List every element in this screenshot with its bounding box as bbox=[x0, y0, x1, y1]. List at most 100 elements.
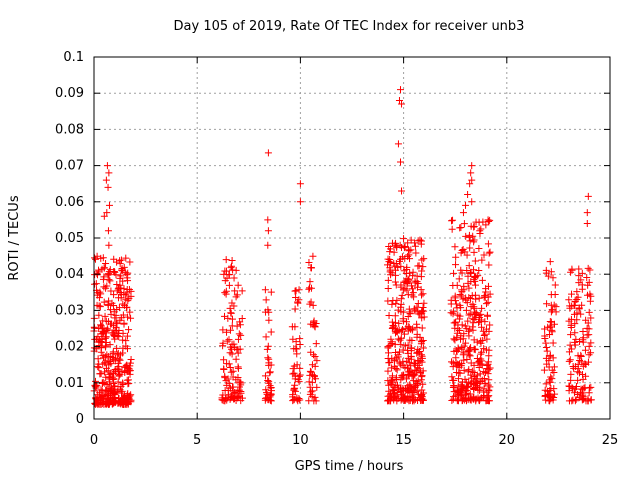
data-point bbox=[417, 240, 425, 248]
data-point bbox=[470, 238, 478, 246]
data-point bbox=[465, 311, 473, 319]
data-point bbox=[567, 376, 575, 384]
data-point bbox=[311, 362, 319, 370]
data-point bbox=[103, 209, 111, 217]
data-point bbox=[237, 388, 245, 396]
data-point bbox=[586, 297, 594, 305]
data-point bbox=[482, 300, 490, 308]
data-point bbox=[404, 327, 412, 335]
data-point bbox=[460, 366, 468, 374]
data-point bbox=[542, 344, 550, 352]
data-point bbox=[107, 306, 115, 314]
data-point bbox=[395, 319, 403, 327]
data-point bbox=[396, 358, 404, 366]
data-point bbox=[415, 365, 423, 373]
data-point bbox=[547, 384, 555, 392]
data-point bbox=[396, 348, 404, 356]
data-point bbox=[294, 376, 302, 384]
data-point bbox=[305, 285, 313, 293]
data-point bbox=[229, 266, 237, 274]
data-point bbox=[311, 322, 319, 330]
data-point bbox=[395, 96, 403, 104]
data-point bbox=[585, 342, 593, 350]
data-point bbox=[105, 276, 113, 284]
data-point bbox=[113, 320, 121, 328]
data-point bbox=[384, 276, 392, 284]
data-point bbox=[385, 311, 393, 319]
data-point bbox=[105, 241, 113, 249]
data-point bbox=[549, 274, 557, 282]
data-point bbox=[115, 333, 123, 341]
data-point bbox=[575, 272, 583, 280]
plot-frame bbox=[93, 56, 611, 420]
data-point bbox=[232, 389, 240, 397]
data-point bbox=[449, 308, 457, 316]
data-point bbox=[469, 232, 477, 240]
data-point bbox=[110, 255, 118, 263]
data-point bbox=[485, 387, 493, 395]
data-point bbox=[419, 290, 427, 298]
data-point bbox=[266, 382, 274, 390]
data-point bbox=[469, 315, 477, 323]
data-point bbox=[476, 383, 484, 391]
data-point bbox=[542, 339, 550, 347]
data-point bbox=[91, 377, 99, 385]
data-point bbox=[103, 162, 111, 170]
data-point bbox=[238, 287, 246, 295]
data-point bbox=[223, 381, 231, 389]
data-point bbox=[384, 355, 392, 363]
data-point bbox=[457, 362, 465, 370]
data-point bbox=[112, 354, 120, 362]
data-point bbox=[121, 301, 129, 309]
data-point bbox=[572, 335, 580, 343]
data-point bbox=[452, 253, 460, 261]
data-point bbox=[398, 243, 406, 251]
data-point bbox=[418, 352, 426, 360]
data-point bbox=[104, 326, 112, 334]
data-point bbox=[463, 267, 471, 275]
data-point bbox=[485, 249, 493, 257]
data-point bbox=[104, 300, 112, 308]
data-point bbox=[223, 274, 231, 282]
data-point bbox=[475, 245, 483, 253]
data-point bbox=[480, 374, 488, 382]
data-point bbox=[289, 335, 297, 343]
data-point bbox=[411, 360, 419, 368]
y-tick-label: 0.08 bbox=[55, 122, 84, 137]
data-point bbox=[125, 326, 133, 334]
data-point bbox=[484, 240, 492, 248]
data-point bbox=[398, 326, 406, 333]
data-point bbox=[409, 268, 417, 276]
data-point bbox=[549, 339, 557, 347]
data-point bbox=[583, 291, 591, 299]
data-point bbox=[94, 355, 102, 363]
data-point bbox=[578, 301, 586, 309]
data-point bbox=[418, 324, 426, 332]
data-point bbox=[411, 396, 419, 404]
data-point bbox=[464, 279, 472, 287]
data-point bbox=[101, 312, 109, 320]
data-point bbox=[106, 341, 114, 349]
data-point bbox=[418, 386, 426, 394]
data-point bbox=[393, 328, 401, 336]
data-point bbox=[127, 287, 135, 295]
data-point bbox=[485, 261, 493, 269]
data-point bbox=[234, 349, 242, 357]
data-point bbox=[550, 363, 558, 371]
data-point bbox=[290, 345, 298, 353]
data-point bbox=[113, 388, 121, 396]
y-tick-label: 0.01 bbox=[55, 376, 84, 391]
data-point bbox=[225, 360, 233, 368]
data-point bbox=[459, 335, 467, 343]
data-point bbox=[411, 279, 419, 287]
data-point bbox=[470, 248, 478, 256]
data-point bbox=[390, 248, 398, 256]
data-point bbox=[115, 371, 123, 379]
data-point bbox=[568, 397, 576, 405]
data-point bbox=[105, 169, 113, 177]
data-point bbox=[484, 360, 492, 368]
data-point bbox=[419, 263, 427, 271]
data-point bbox=[237, 379, 245, 387]
data-point bbox=[224, 386, 232, 394]
data-point bbox=[385, 243, 393, 251]
